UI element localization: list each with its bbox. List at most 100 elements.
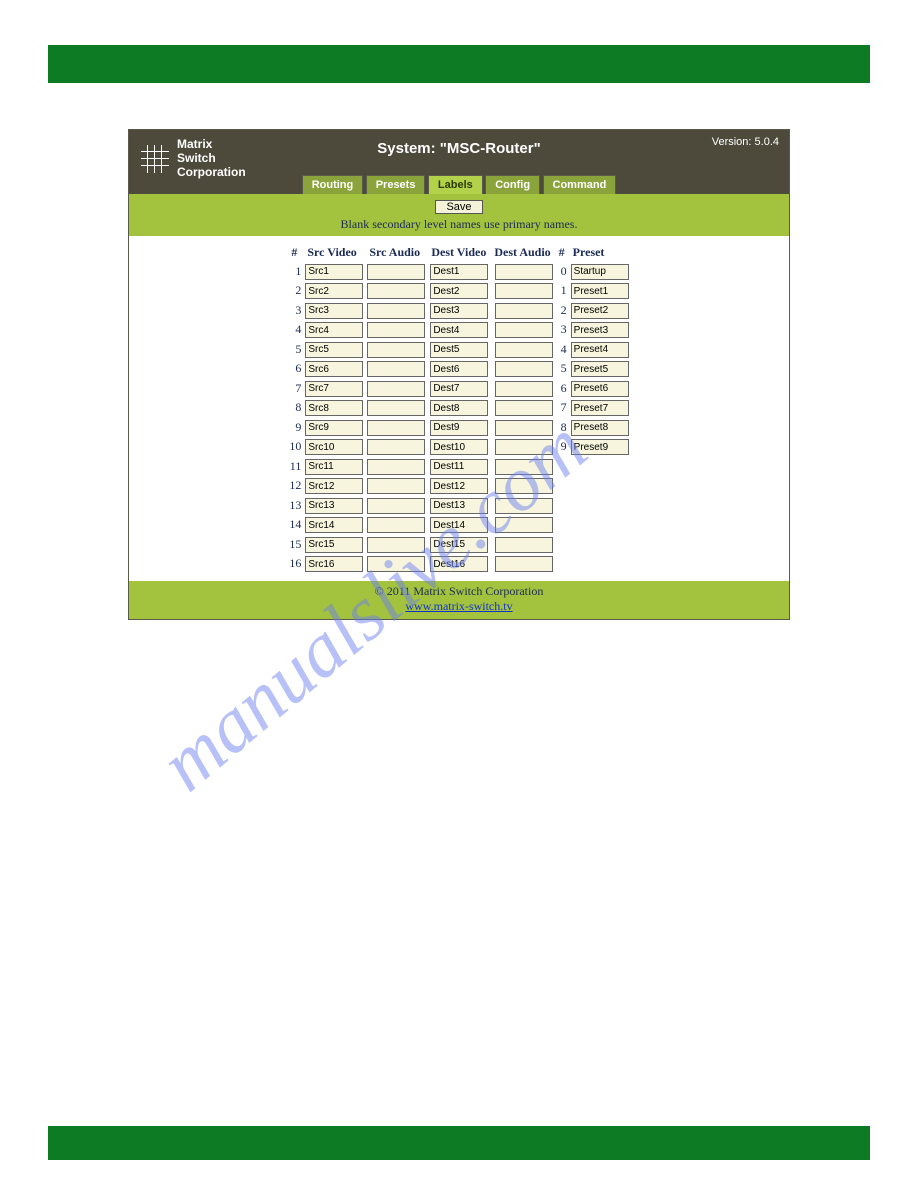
src-audio-input[interactable] <box>367 517 425 533</box>
preset-input[interactable] <box>571 439 629 455</box>
src-video-input[interactable] <box>305 303 363 319</box>
dest-audio-input[interactable] <box>495 381 553 397</box>
col-src-video: Src Video <box>305 245 363 260</box>
src-audio-input[interactable] <box>367 303 425 319</box>
preset-input[interactable] <box>571 283 629 299</box>
src-audio-input[interactable] <box>367 361 425 377</box>
dest-audio-input[interactable] <box>495 264 553 280</box>
src-audio-input[interactable] <box>367 400 425 416</box>
preset-input[interactable] <box>571 303 629 319</box>
dest-video-input[interactable] <box>430 361 488 377</box>
src-video-input[interactable] <box>305 283 363 299</box>
version-label: Version: 5.0.4 <box>712 136 779 148</box>
dest-video-input[interactable] <box>430 439 488 455</box>
page-top-banner <box>48 45 870 83</box>
dest-video-input[interactable] <box>430 264 488 280</box>
dest-video-input[interactable] <box>430 283 488 299</box>
dest-audio-input[interactable] <box>495 322 553 338</box>
src-video-input[interactable] <box>305 478 363 494</box>
dest-audio-input[interactable] <box>495 303 553 319</box>
tab-config[interactable]: Config <box>485 175 540 194</box>
preset-input[interactable] <box>571 381 629 397</box>
dest-audio-input[interactable] <box>495 537 553 553</box>
src-audio-input[interactable] <box>367 381 425 397</box>
table-row: 87 <box>289 400 628 417</box>
app-footer: © 2011 Matrix Switch Corporation www.mat… <box>129 581 789 619</box>
brand-line: Switch <box>177 152 246 166</box>
preset-number: 7 <box>557 400 567 417</box>
src-video-input[interactable] <box>305 322 363 338</box>
src-audio-input[interactable] <box>367 478 425 494</box>
save-button[interactable]: Save <box>435 200 482 214</box>
row-number: 7 <box>289 380 301 397</box>
src-video-input[interactable] <box>305 537 363 553</box>
tab-routing[interactable]: Routing <box>302 175 364 194</box>
src-audio-input[interactable] <box>367 498 425 514</box>
src-video-input[interactable] <box>305 381 363 397</box>
src-video-input[interactable] <box>305 264 363 280</box>
footer-link[interactable]: www.matrix-switch.tv <box>405 599 512 613</box>
dest-audio-input[interactable] <box>495 283 553 299</box>
src-video-input[interactable] <box>305 517 363 533</box>
row-number: 9 <box>289 419 301 436</box>
src-audio-input[interactable] <box>367 537 425 553</box>
dest-video-input[interactable] <box>430 322 488 338</box>
dest-video-input[interactable] <box>430 342 488 358</box>
dest-audio-input[interactable] <box>495 556 553 572</box>
dest-audio-input[interactable] <box>495 420 553 436</box>
dest-audio-input[interactable] <box>495 400 553 416</box>
dest-audio-input[interactable] <box>495 498 553 514</box>
src-video-input[interactable] <box>305 342 363 358</box>
src-audio-input[interactable] <box>367 283 425 299</box>
dest-video-input[interactable] <box>430 420 488 436</box>
tab-presets[interactable]: Presets <box>366 175 426 194</box>
preset-input[interactable] <box>571 400 629 416</box>
dest-video-input[interactable] <box>430 459 488 475</box>
dest-audio-input[interactable] <box>495 478 553 494</box>
dest-audio-input[interactable] <box>495 459 553 475</box>
src-audio-input[interactable] <box>367 459 425 475</box>
preset-input[interactable] <box>571 342 629 358</box>
dest-video-input[interactable] <box>430 556 488 572</box>
dest-video-input[interactable] <box>430 400 488 416</box>
table-row: 65 <box>289 361 628 378</box>
src-audio-input[interactable] <box>367 322 425 338</box>
dest-audio-input[interactable] <box>495 361 553 377</box>
page-bottom-banner <box>48 1126 870 1160</box>
src-audio-input[interactable] <box>367 556 425 572</box>
src-audio-input[interactable] <box>367 264 425 280</box>
app-window: Matrix Switch Corporation System: "MSC-R… <box>128 129 790 620</box>
footer-copyright: © 2011 Matrix Switch Corporation <box>129 584 789 599</box>
table-row: 14 <box>289 517 628 534</box>
preset-input[interactable] <box>571 322 629 338</box>
preset-input[interactable] <box>571 361 629 377</box>
row-number: 10 <box>289 439 301 456</box>
src-video-input[interactable] <box>305 400 363 416</box>
src-video-input[interactable] <box>305 361 363 377</box>
dest-video-input[interactable] <box>430 478 488 494</box>
src-audio-input[interactable] <box>367 439 425 455</box>
dest-audio-input[interactable] <box>495 342 553 358</box>
dest-audio-input[interactable] <box>495 439 553 455</box>
tab-labels[interactable]: Labels <box>428 175 483 194</box>
src-video-input[interactable] <box>305 439 363 455</box>
src-video-input[interactable] <box>305 556 363 572</box>
table-row: 16 <box>289 556 628 573</box>
src-video-input[interactable] <box>305 420 363 436</box>
tab-command[interactable]: Command <box>543 175 617 194</box>
dest-video-input[interactable] <box>430 537 488 553</box>
dest-video-input[interactable] <box>430 303 488 319</box>
table-row: 76 <box>289 380 628 397</box>
preset-input[interactable] <box>571 420 629 436</box>
col-src-audio: Src Audio <box>367 245 425 260</box>
src-audio-input[interactable] <box>367 420 425 436</box>
dest-audio-input[interactable] <box>495 517 553 533</box>
dest-video-input[interactable] <box>430 517 488 533</box>
preset-number: 4 <box>557 341 567 358</box>
preset-input[interactable] <box>571 264 629 280</box>
src-audio-input[interactable] <box>367 342 425 358</box>
dest-video-input[interactable] <box>430 498 488 514</box>
src-video-input[interactable] <box>305 459 363 475</box>
dest-video-input[interactable] <box>430 381 488 397</box>
src-video-input[interactable] <box>305 498 363 514</box>
